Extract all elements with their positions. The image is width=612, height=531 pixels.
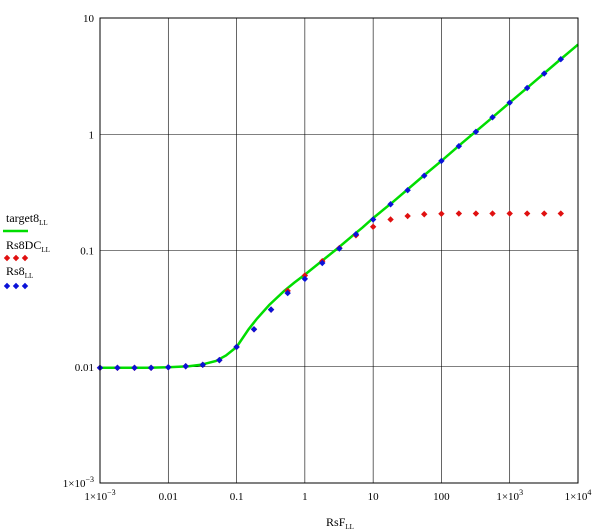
x-axis-label: RsFLL (326, 515, 354, 531)
data-point-rs8dc (472, 210, 480, 217)
legend-item-target8: target8LL (3, 211, 48, 233)
svg-text:target8LL: target8LL (6, 211, 48, 227)
data-point-rs8 (369, 216, 377, 223)
data-point-rs8 (352, 231, 360, 238)
legend-marker (21, 282, 29, 290)
data-point-rs8 (199, 361, 206, 368)
legend-item-rs8dc: Rs8DCLL (3, 238, 50, 262)
legend-marker (21, 254, 29, 262)
data-point-rs8 (506, 99, 513, 106)
legend-marker (12, 282, 20, 290)
series-rs8 (96, 56, 565, 371)
plot-frame (99, 17, 579, 484)
data-point-rs8 (233, 343, 240, 351)
data-point-rs8 (284, 289, 291, 297)
data-point-rs8 (114, 364, 121, 371)
data-point-rs8dc (506, 210, 513, 217)
y-tick-label: 0.1 (80, 246, 94, 258)
series-line-target8 (100, 43, 579, 370)
svg-text:Rs8LL: Rs8LL (6, 264, 33, 280)
legend-marker (3, 282, 11, 290)
data-point-rs8 (455, 142, 463, 150)
y-tick-label: 0.01 (75, 362, 94, 374)
series-rs8dc (96, 210, 565, 371)
data-point-rs8 (489, 114, 496, 121)
y-tick-label: 1×10−3 (63, 475, 94, 490)
legend: target8LL Rs8DCLL Rs8LL (3, 211, 50, 290)
x-tick-label: 0.01 (159, 491, 178, 503)
data-point-rs8 (165, 364, 172, 371)
x-tick-label: 100 (433, 491, 450, 503)
data-point-rs8dc (421, 211, 428, 218)
svg-text:Rs8DCLL: Rs8DCLL (6, 238, 50, 254)
legend-item-rs8: Rs8LL (3, 264, 33, 290)
x-tick-labels: 1×10−3 0.01 0.1 1 10 100 1×103 1×104 (84, 488, 591, 503)
data-point-rs8dc (301, 272, 309, 279)
y-tick-label: 1 (89, 129, 95, 141)
data-point-rs8dc (523, 210, 531, 217)
legend-marker (12, 254, 20, 262)
x-tick-label: 1×103 (496, 488, 523, 503)
x-tick-label: 0.1 (230, 491, 244, 503)
data-point-rs8 (438, 157, 445, 165)
data-point-rs8dc (404, 212, 411, 220)
legend-label-rs8: Rs8 (6, 264, 25, 278)
data-point-rs8 (182, 363, 189, 370)
legend-marker (3, 254, 11, 262)
data-point-rs8dc (387, 216, 394, 223)
x-tick-label: 1×10−3 (84, 488, 115, 503)
data-point-rs8 (131, 364, 138, 371)
data-point-rs8dc (455, 210, 463, 217)
data-point-rs8 (557, 56, 565, 63)
data-point-rs8 (523, 84, 531, 92)
x-tick-label: 1 (302, 491, 308, 503)
data-point-rs8 (387, 201, 394, 208)
legend-label-target8: target8 (6, 211, 39, 225)
legend-swatch-rs8dc (3, 254, 29, 262)
data-point-rs8 (472, 128, 480, 135)
data-point-rs8 (267, 306, 275, 313)
data-point-rs8 (147, 364, 155, 371)
data-point-rs8 (404, 187, 411, 194)
x-tick-label: 1×104 (565, 488, 592, 503)
data-point-rs8 (250, 326, 258, 333)
data-point-rs8dc (557, 210, 565, 217)
data-point-rs8dc (369, 223, 377, 230)
y-tick-labels: 1×10−3 0.01 0.1 1 10 (63, 13, 95, 490)
legend-label-rs8dc: Rs8DC (6, 238, 41, 252)
data-point-rs8 (336, 245, 343, 252)
y-tick-label: 10 (83, 13, 95, 25)
data-point-rs8 (319, 259, 326, 267)
data-point-rs8 (421, 172, 428, 179)
legend-swatch-rs8 (3, 282, 29, 290)
series-layer (96, 43, 579, 371)
data-point-rs8dc (438, 210, 445, 217)
data-point-rs8dc (489, 210, 496, 217)
data-point-rs8dc (541, 210, 548, 217)
data-point-rs8 (301, 275, 309, 283)
data-point-rs8 (216, 356, 223, 364)
x-tick-label: 10 (368, 491, 380, 503)
data-point-rs8 (541, 70, 548, 77)
